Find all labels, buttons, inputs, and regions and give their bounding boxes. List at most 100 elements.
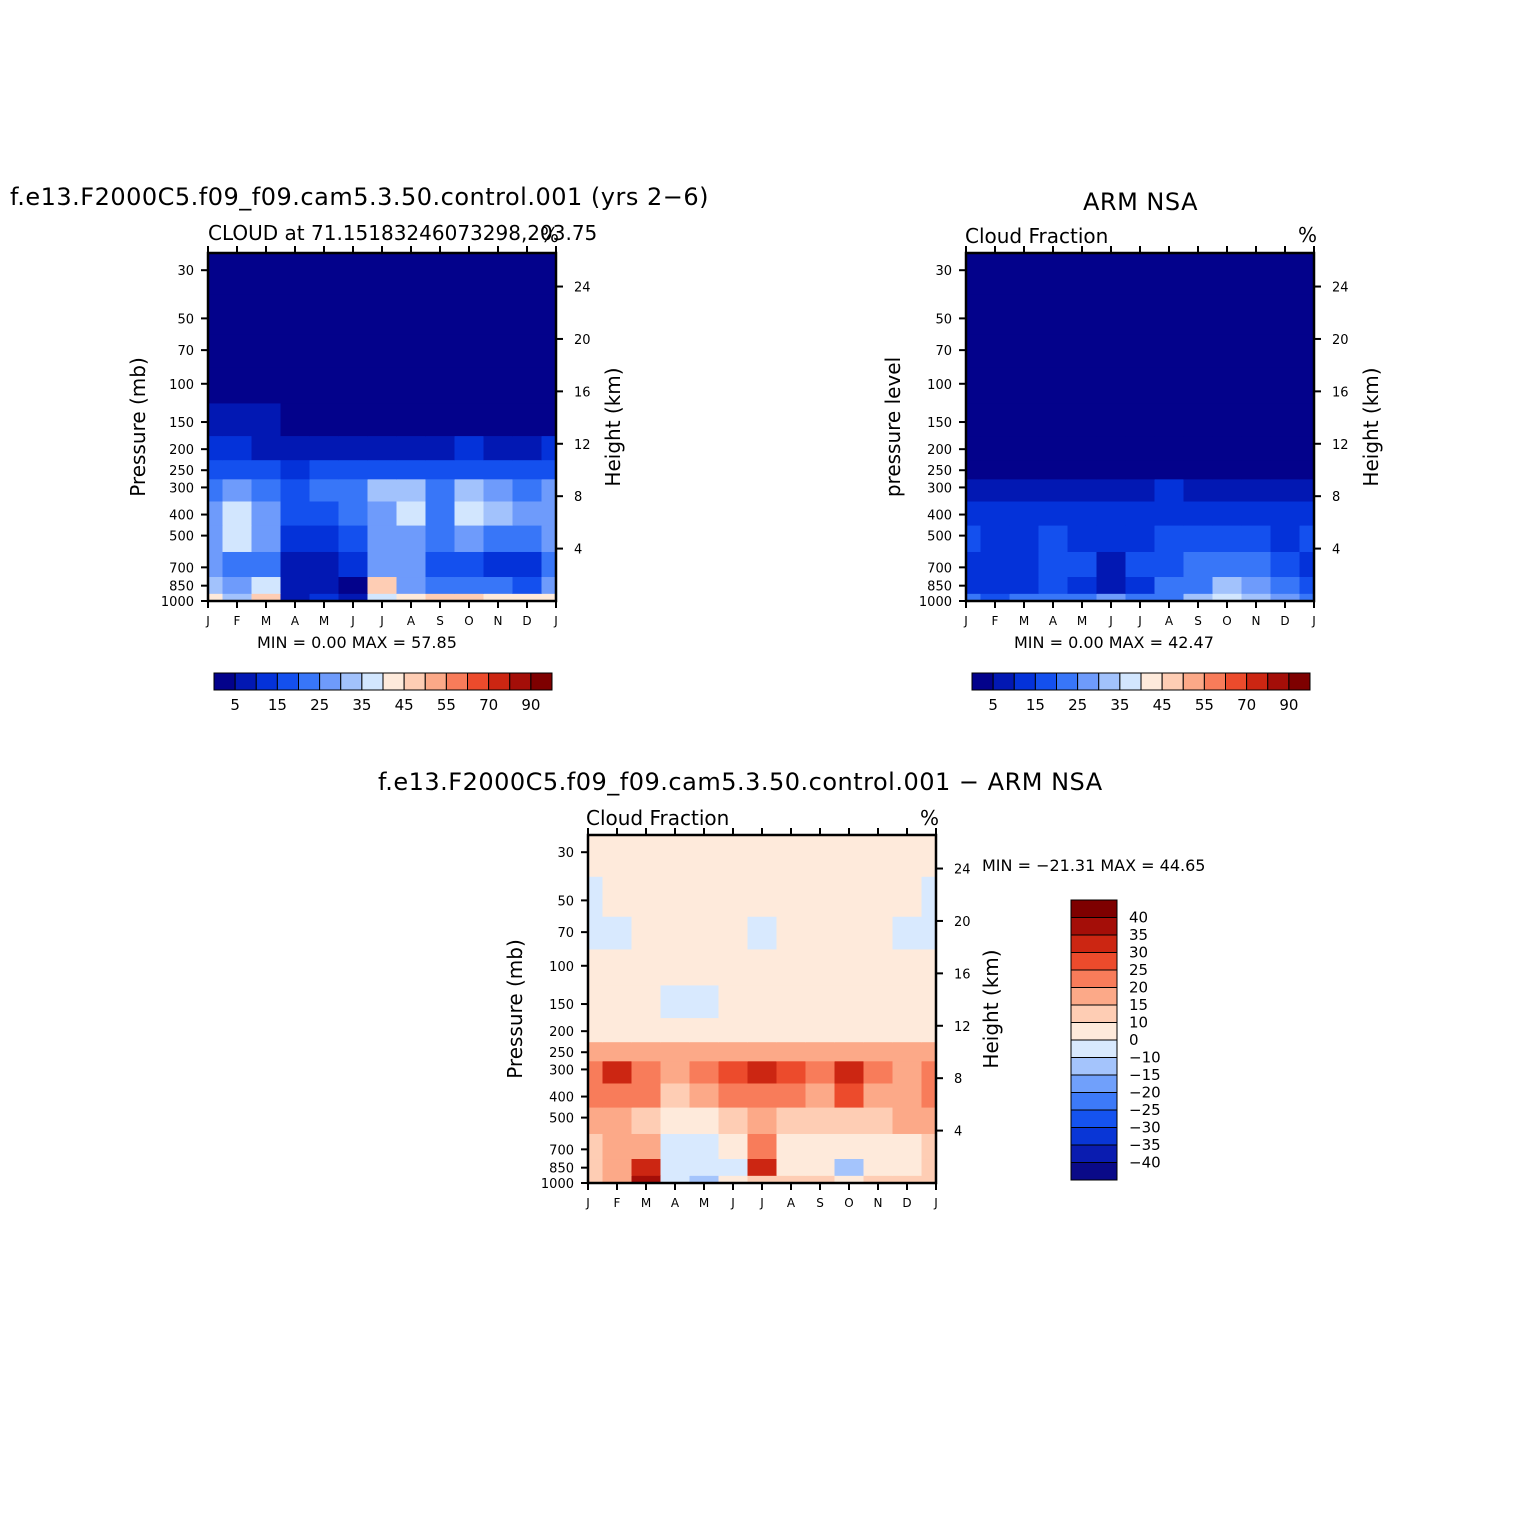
heatmap-cell	[892, 1082, 922, 1108]
heatmap-cell	[689, 1017, 719, 1043]
colorbar-swatch	[530, 672, 553, 691]
heatmap-cell	[251, 435, 281, 461]
heatmap-cell	[1009, 366, 1039, 404]
heatmap-cell	[588, 1082, 603, 1108]
heatmap-cell	[1009, 551, 1039, 578]
heatmap-cell	[718, 876, 748, 917]
heatmap-cell	[512, 551, 542, 578]
heatmap-cell	[1241, 366, 1271, 404]
y-right-tick-label: 24	[954, 863, 971, 878]
heatmap-cell	[834, 835, 864, 877]
colorbar-swatch	[255, 672, 278, 691]
heatmap-cell	[1009, 435, 1039, 461]
heatmap-cell	[660, 1041, 690, 1062]
heatmap-cell	[1299, 294, 1315, 335]
x-tick-label: A	[1049, 614, 1058, 628]
heatmap-cell	[1183, 294, 1213, 335]
heatmap-cell	[280, 500, 310, 526]
heatmap-cell	[512, 576, 542, 594]
heatmap-cell	[863, 876, 893, 917]
heatmap-cell	[280, 525, 310, 552]
heatmap-cell	[1154, 435, 1184, 461]
heatmap-cell	[776, 1133, 806, 1160]
y-tick-label: 30	[557, 846, 574, 861]
heatmap-cell	[1212, 366, 1242, 404]
heatmap-cell	[1125, 551, 1155, 578]
heatmap-cell	[718, 1082, 748, 1108]
heatmap-cell	[1067, 294, 1097, 335]
heatmap-cell	[1270, 334, 1300, 368]
heatmap-cell	[834, 948, 864, 986]
heatmap-cell	[980, 478, 1010, 502]
heatmap-cell	[776, 948, 806, 986]
heatmap-cell	[588, 1133, 603, 1160]
heatmap-cell	[208, 576, 223, 594]
heatmap-cell	[280, 551, 310, 578]
colorbar-label: 5	[988, 696, 998, 714]
colorbar-label: 15	[268, 696, 287, 714]
heatmap-cell	[631, 1107, 661, 1134]
heatmap-cell	[309, 435, 339, 461]
heatmap-cell	[454, 525, 484, 552]
heatmap-cell	[1241, 478, 1271, 502]
heatmap-cell	[1009, 576, 1039, 594]
heatmap-cell	[425, 294, 455, 335]
heatmap-cell	[776, 1082, 806, 1108]
heatmap-cell	[1183, 366, 1213, 404]
heatmap-cell	[834, 1041, 864, 1062]
colorbar-swatch	[1070, 1109, 1118, 1128]
panel-model-left-label: CLOUD at 71.15183246073298,203.75	[208, 221, 598, 245]
heatmap-cell	[454, 459, 484, 480]
heatmap-cell	[454, 334, 484, 368]
heatmap-cell	[805, 835, 835, 877]
heatmap-cell	[602, 948, 632, 986]
heatmap-cell	[1009, 334, 1039, 368]
heatmap-cell	[512, 366, 542, 404]
heatmap-cell	[208, 593, 223, 602]
heatmap-cell	[541, 551, 557, 578]
y-right-tick-label: 24	[574, 281, 591, 296]
y-tick-label: 250	[169, 464, 194, 479]
heatmap-cell	[921, 876, 937, 917]
colorbar-swatch	[467, 672, 490, 691]
heatmap-cell	[367, 551, 397, 578]
heatmap-cell	[718, 1158, 748, 1176]
colorbar-label: 0	[1129, 1031, 1139, 1049]
heatmap-cell	[892, 1017, 922, 1043]
heatmap-cell	[483, 459, 513, 480]
heatmap-cell	[747, 1017, 777, 1043]
colorbar-swatch	[992, 672, 1015, 691]
heatmap-cell	[338, 593, 368, 602]
heatmap-cell	[776, 1158, 806, 1176]
colorbar-swatch	[298, 672, 321, 691]
heatmap-cell	[367, 576, 397, 594]
heatmap-cell	[1241, 402, 1271, 437]
heatmap-cell	[631, 1017, 661, 1043]
heatmap-cell	[1154, 366, 1184, 404]
panel-model-title: f.e13.F2000C5.f09_f09.cam5.3.50.control.…	[10, 183, 709, 211]
heatmap-cell	[396, 334, 426, 368]
heatmap-cell	[980, 253, 1010, 295]
colorbar-swatch	[382, 672, 405, 691]
heatmap-cell	[541, 334, 557, 368]
heatmap-cell	[541, 366, 557, 404]
heatmap-cell	[396, 525, 426, 552]
heatmap-cell	[863, 1175, 893, 1184]
colorbar-swatch	[213, 672, 236, 691]
y-right-tick-label: 20	[574, 333, 591, 348]
heatmap-cell	[660, 948, 690, 986]
colorbar-swatch	[488, 672, 511, 691]
heatmap-cell	[1183, 525, 1213, 552]
heatmap-cell	[1183, 576, 1213, 594]
y-axis-title: pressure level	[881, 357, 905, 497]
x-tick-label: M	[261, 614, 271, 628]
y-tick-label: 1000	[161, 595, 194, 610]
heatmap-cell	[921, 1175, 937, 1184]
heatmap-cell	[208, 294, 223, 335]
colorbar-swatch	[1070, 1004, 1118, 1023]
heatmap-cell	[1154, 402, 1184, 437]
heatmap-cell	[1299, 459, 1315, 480]
heatmap-cell	[1241, 551, 1271, 578]
heatmap-cell	[280, 366, 310, 404]
heatmap-cell	[747, 1041, 777, 1062]
